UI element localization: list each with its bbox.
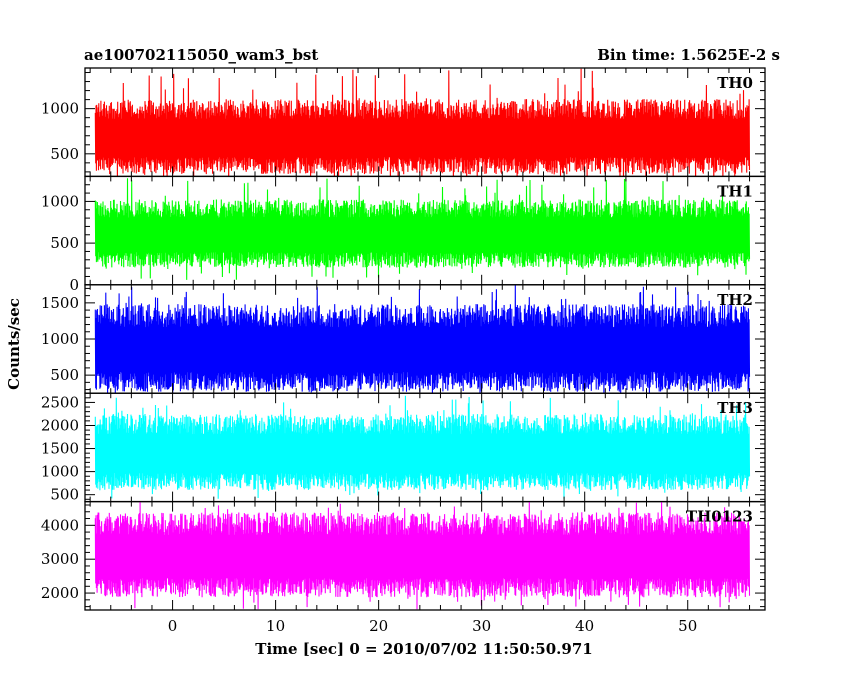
panel-th0123: 2000 3000 4000 TH0123 — [41, 500, 766, 611]
x-axis: 0 10 20 30 40 50 — [168, 617, 697, 635]
series-th3-line — [94, 395, 751, 499]
y-tick-label: 0 — [69, 276, 79, 294]
panel-label-th0123: TH0123 — [686, 508, 753, 526]
panel-th3: 500 1000 1500 2000 2500 TH3 — [41, 392, 766, 504]
y-tick-label: 2000 — [41, 416, 79, 434]
series-th2-line — [94, 285, 751, 394]
series-th0-line — [94, 68, 751, 177]
y-tick-label: 1500 — [41, 440, 79, 458]
panel-label-th0: TH0 — [717, 74, 753, 92]
x-tick-label: 20 — [369, 617, 388, 635]
y-tick-label: 500 — [50, 145, 79, 163]
y-tick-label: 1000 — [41, 192, 79, 210]
y-tick-label: 500 — [50, 234, 79, 252]
y-tick-label: 1500 — [41, 294, 79, 312]
y-tick-label: 1000 — [41, 100, 79, 118]
x-tick-label: 40 — [575, 617, 594, 635]
panel-label-th2: TH2 — [717, 291, 753, 309]
chart-title: ae100702115050_wam3_bst — [84, 46, 318, 64]
panel-th2: 500 1000 1500 TH2 — [41, 284, 766, 394]
panel-frame — [84, 500, 766, 611]
y-tick-label: 2000 — [41, 584, 79, 602]
y-axis-label: Counts/sec — [5, 298, 23, 390]
y-tick-label: 500 — [50, 486, 79, 504]
panel-th1: 0 500 1000 TH1 — [41, 175, 766, 294]
x-tick-label: 50 — [678, 617, 697, 635]
panel-th0: 500 1000 TH0 — [41, 67, 766, 178]
chart-subtitle: Bin time: 1.5625E-2 s — [597, 46, 780, 64]
x-tick-label: 10 — [266, 617, 285, 635]
y-tick-label: 2500 — [41, 393, 79, 411]
y-tick-label: 1000 — [41, 463, 79, 481]
y-tick-label: 3000 — [41, 550, 79, 568]
y-tick-label: 500 — [50, 366, 79, 384]
x-tick-label: 0 — [168, 617, 178, 635]
y-tick-label: 1000 — [41, 330, 79, 348]
y-tick-label: 4000 — [41, 516, 79, 534]
panel-label-th3: TH3 — [717, 399, 753, 417]
x-tick-label: 30 — [472, 617, 491, 635]
panel-label-th1: TH1 — [717, 182, 753, 200]
series-th0123-line — [94, 501, 751, 610]
x-axis-label: Time [sec] 0 = 2010/07/02 11:50:50.971 — [255, 640, 592, 658]
panels-group: 500 1000 TH0 0 500 1000 TH1 500 1000 1500 TH2 500 10… — [41, 67, 766, 611]
series-th1-line — [94, 178, 751, 280]
